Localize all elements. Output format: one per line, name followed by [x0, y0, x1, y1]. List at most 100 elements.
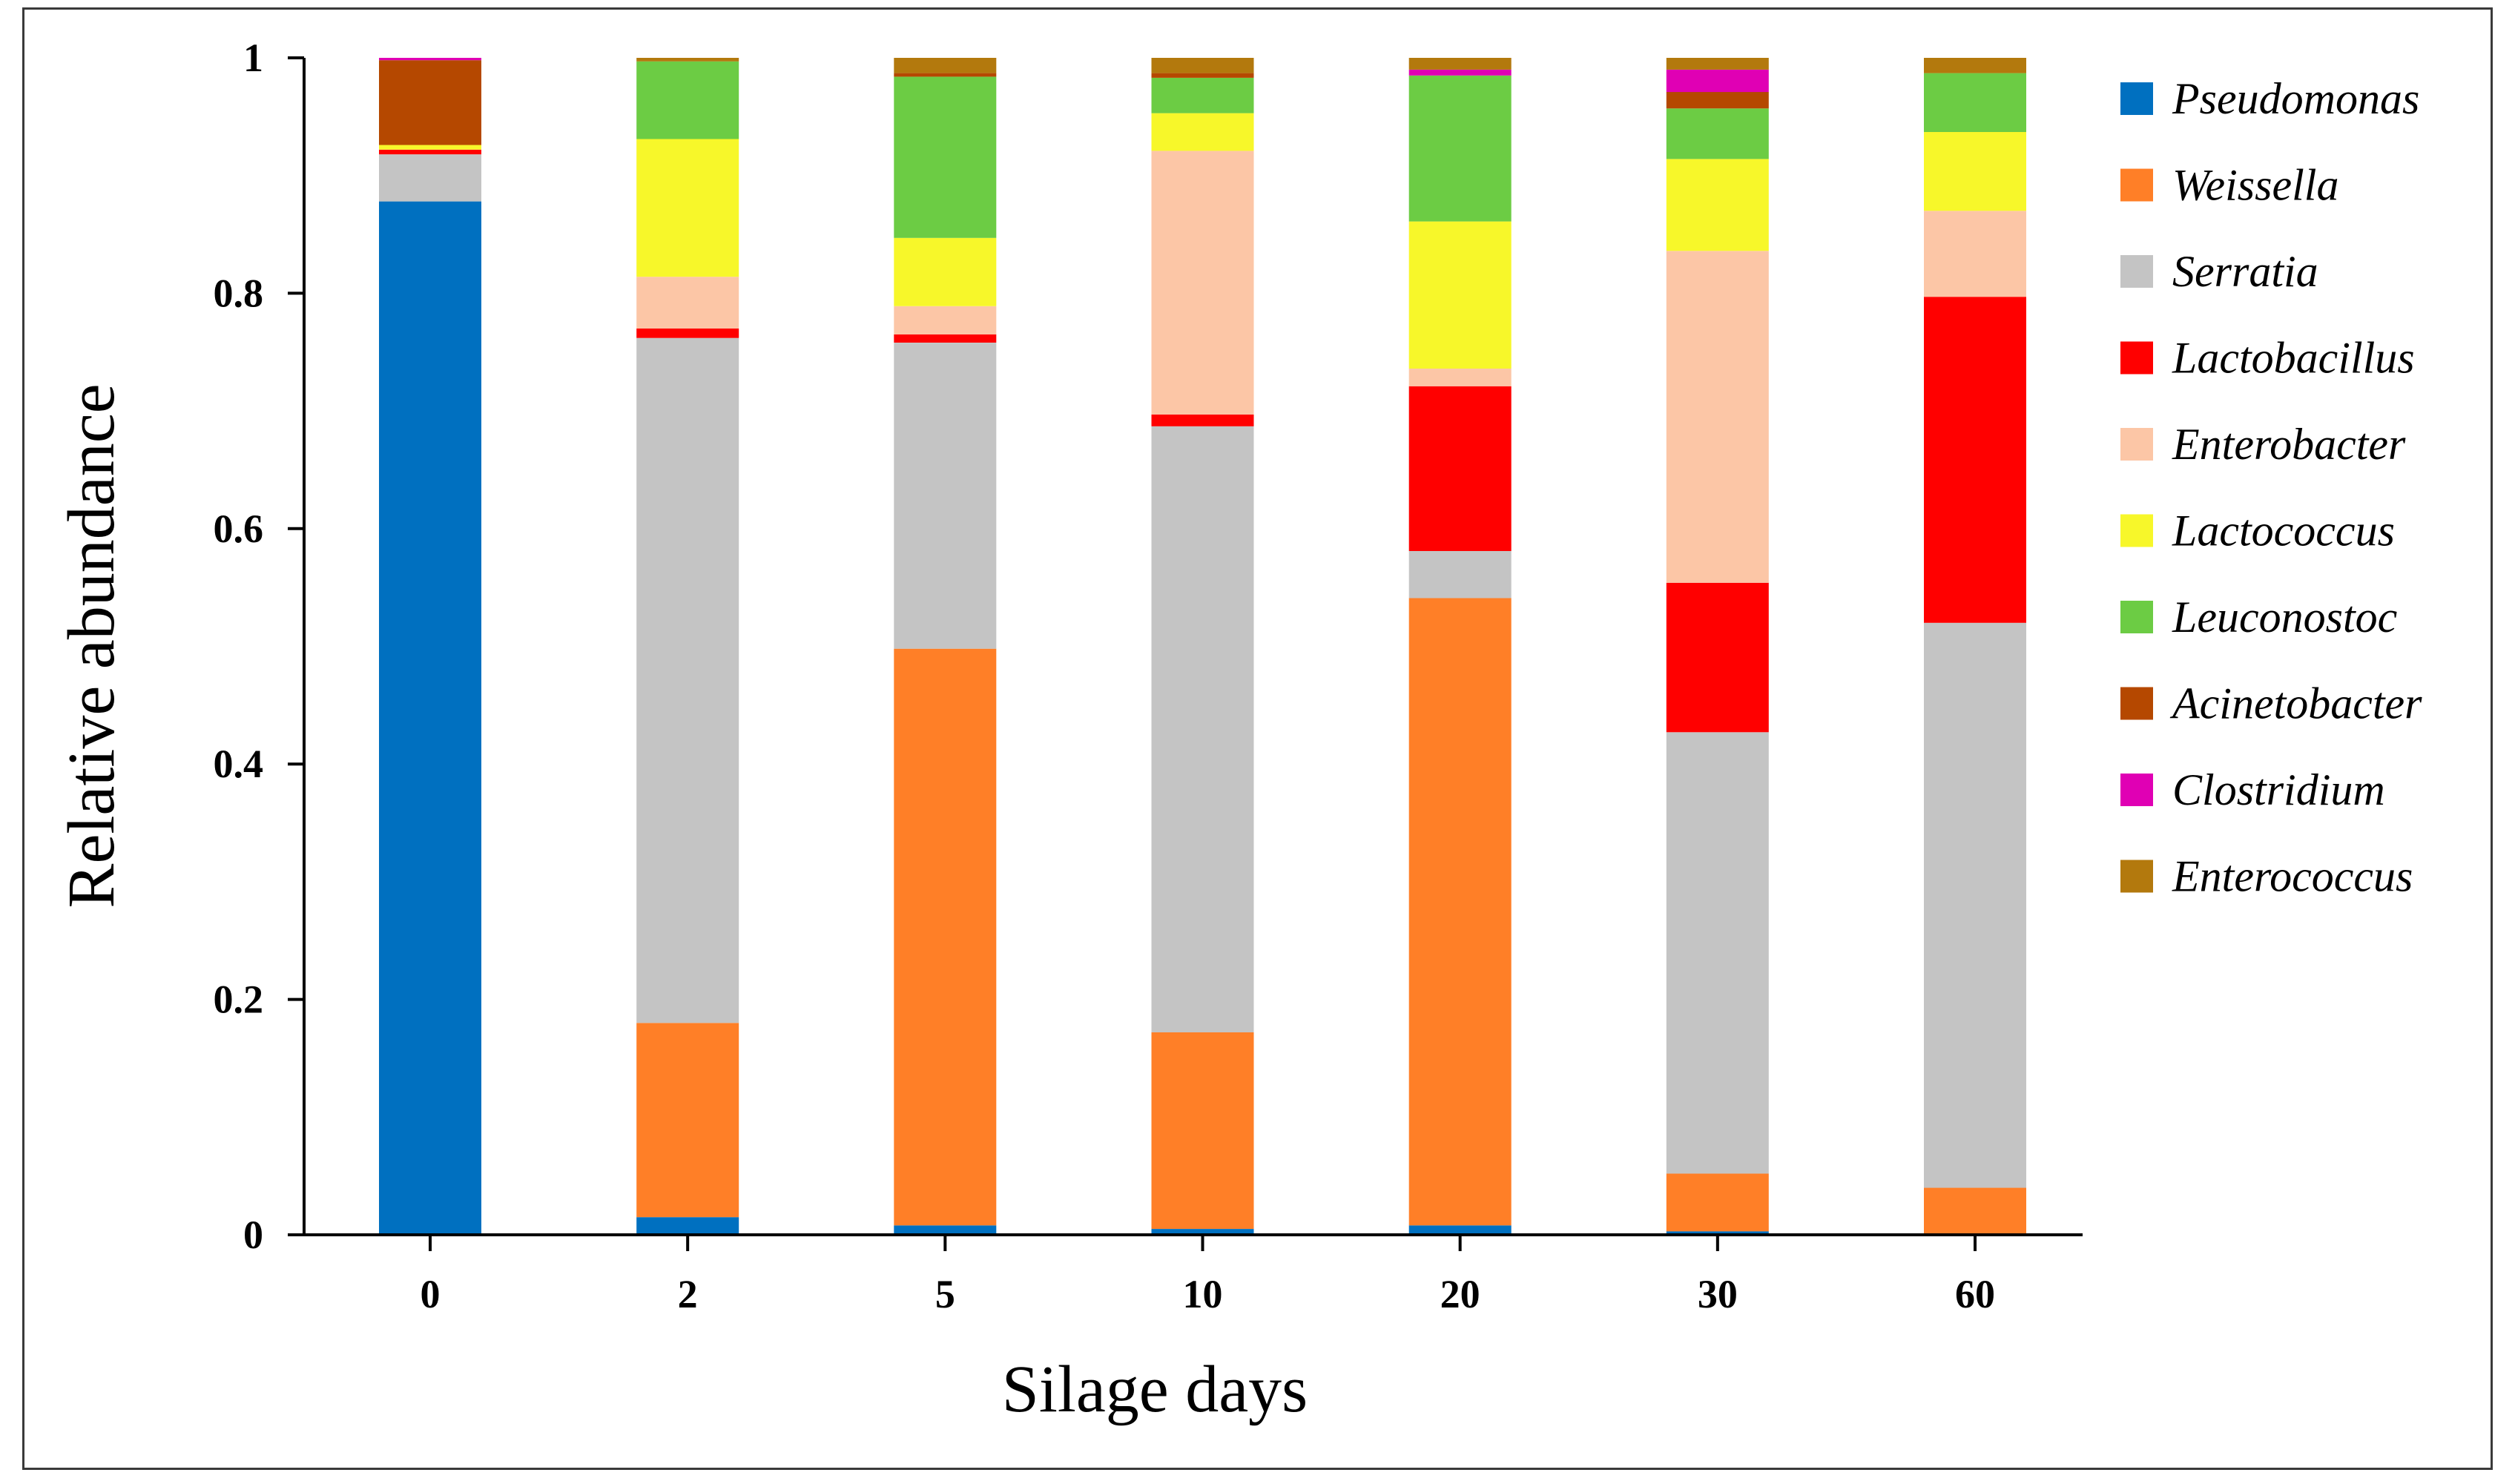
bar-segment-leuconostoc-day-10 [1151, 78, 1254, 113]
legend-swatch-clostridium [2120, 774, 2153, 806]
bar-segment-leuconostoc-day-30 [1666, 108, 1769, 159]
x-tick-label: 10 [1183, 1272, 1223, 1316]
legend-label-lactococcus: Lactococcus [2172, 507, 2395, 555]
axes-layer [303, 58, 2083, 1236]
legend-swatch-lactococcus [2120, 514, 2153, 547]
bar-segment-enterococcus-day-60 [1924, 58, 2026, 73]
bar-segment-leuconostoc-day-2 [636, 61, 739, 139]
bar-segment-serratia-day-0 [379, 154, 481, 202]
bar-segment-enterobacter-day-20 [1408, 369, 1512, 386]
x-tick-label: 30 [1698, 1272, 1738, 1316]
x-tick-label: 0 [421, 1272, 441, 1316]
bar-segment-acinetobacter-day-30 [1666, 92, 1769, 109]
bar-segment-pseudomonas-day-2 [636, 1217, 739, 1235]
legend-label-enterococcus: Enterococcus [2172, 852, 2413, 901]
legend-label-pseudomonas: Pseudomonas [2172, 74, 2419, 123]
legend-swatch-weissella [2120, 168, 2153, 202]
x-axis-title: Silage days [1002, 1353, 1308, 1426]
bar-segment-clostridium-day-20 [1408, 69, 1512, 76]
bar-segment-lactococcus-day-2 [636, 139, 739, 277]
y-ticks: 0 0.2 0.4 0.6 0.8 1 [214, 36, 304, 1257]
bar-segment-enterobacter-day-30 [1666, 251, 1769, 583]
bar-segment-weissella-day-2 [636, 1023, 739, 1218]
bar-segment-enterococcus-day-5 [894, 58, 997, 73]
bar-segment-pseudomonas-day-5 [894, 1225, 997, 1235]
legend: Pseudomonas Weissella Serratia Lactobacillu… [2120, 74, 2422, 901]
legend-swatch-lactobacillus [2120, 341, 2153, 375]
bar-segment-weissella-day-20 [1408, 598, 1512, 1226]
bar-segment-enterobacter-day-5 [894, 306, 997, 334]
bar-segment-pseudomonas-day-10 [1151, 1229, 1254, 1235]
x-tick-label: 5 [935, 1272, 955, 1316]
bar-segment-lactococcus-day-30 [1666, 159, 1769, 251]
bar-segment-leuconostoc-day-20 [1408, 75, 1512, 222]
x-tick-label: 20 [1440, 1272, 1480, 1316]
bar-segment-leuconostoc-day-5 [894, 76, 997, 238]
bar-segment-acinetobacter-day-10 [1151, 73, 1254, 78]
y-tick-label: 0.6 [214, 507, 264, 551]
y-tick-label: 0 [243, 1213, 263, 1257]
y-tick-label: 0.8 [214, 271, 264, 315]
x-tick-label: 2 [678, 1272, 698, 1316]
bar-segment-enterococcus-day-2 [636, 58, 739, 62]
legend-label-leuconostoc: Leuconostoc [2172, 593, 2397, 642]
chart-frame: 0 0.2 0.4 0.6 0.8 1 0 2 5 10 20 30 60 Silage days R… [22, 7, 2493, 1470]
legend-swatch-enterobacter [2120, 428, 2153, 461]
legend-swatch-leuconostoc [2120, 601, 2153, 633]
legend-swatch-serratia [2120, 255, 2153, 288]
x-ticks: 0 2 5 10 20 30 60 [421, 1235, 1995, 1316]
bar-segment-lactobacillus-day-0 [379, 149, 481, 155]
bar-segment-weissella-day-10 [1151, 1032, 1254, 1229]
bar-segment-acinetobacter-day-0 [379, 60, 481, 145]
legend-label-weissella: Weissella [2172, 161, 2338, 210]
legend-swatch-acinetobacter [2120, 687, 2153, 720]
legend-label-acinetobacter: Acinetobacter [2169, 679, 2422, 728]
bar-segment-serratia-day-2 [636, 337, 739, 1023]
bar-segment-lactobacillus-day-2 [636, 329, 739, 338]
bar-segment-serratia-day-5 [894, 343, 997, 649]
bar-segment-enterococcus-day-30 [1666, 58, 1769, 70]
bar-segment-leuconostoc-day-60 [1924, 73, 2026, 132]
bar-segment-enterobacter-day-2 [636, 277, 739, 329]
bar-segment-lactococcus-day-20 [1408, 221, 1512, 369]
bar-segment-lactobacillus-day-5 [894, 334, 997, 343]
bar-segment-lactococcus-day-60 [1924, 132, 2026, 211]
stacked-bar-chart: 0 0.2 0.4 0.6 0.8 1 0 2 5 10 20 30 60 Silage days R… [55, 36, 2422, 1426]
bar-segment-clostridium-day-0 [379, 58, 481, 61]
legend-swatch-enterococcus [2120, 860, 2153, 893]
y-tick-label: 0.4 [214, 742, 264, 786]
legend-swatch-pseudomonas [2120, 82, 2153, 115]
bar-segment-lactococcus-day-10 [1151, 113, 1254, 151]
bar-segment-pseudomonas-day-0 [379, 201, 481, 1236]
bar-segment-serratia-day-30 [1666, 732, 1769, 1174]
bar-segment-pseudomonas-day-30 [1666, 1231, 1769, 1235]
bar-segment-lactococcus-day-0 [379, 145, 481, 150]
legend-label-clostridium: Clostridium [2172, 765, 2385, 814]
bar-segment-pseudomonas-day-20 [1408, 1225, 1512, 1235]
bar-segment-enterobacter-day-10 [1151, 151, 1254, 415]
bar-segment-lactococcus-day-5 [894, 237, 997, 306]
bar-segment-serratia-day-20 [1408, 551, 1512, 598]
bar-segment-acinetobacter-day-5 [894, 73, 997, 77]
bar-segment-enterococcus-day-10 [1151, 58, 1254, 73]
bar-segment-lactobacillus-day-20 [1408, 386, 1512, 551]
y-axis-title: Relative abundance [55, 383, 128, 908]
y-tick-label: 0.2 [214, 977, 264, 1022]
y-tick-label: 1 [243, 36, 263, 80]
bar-segment-lactobacillus-day-60 [1924, 297, 2026, 623]
bar-segment-weissella-day-60 [1924, 1187, 2026, 1235]
bar-segment-enterobacter-day-60 [1924, 211, 2026, 297]
legend-label-serratia: Serratia [2172, 247, 2318, 296]
legend-label-enterobacter: Enterobacter [2172, 420, 2406, 469]
bar-segment-lactobacillus-day-30 [1666, 582, 1769, 733]
bar-segment-weissella-day-5 [894, 648, 997, 1226]
legend-label-lactobacillus: Lactobacillus [2172, 334, 2415, 383]
bar-segment-weissella-day-30 [1666, 1173, 1769, 1232]
bar-segment-clostridium-day-30 [1666, 69, 1769, 93]
bar-segment-lactobacillus-day-10 [1151, 414, 1254, 426]
bar-segment-serratia-day-10 [1151, 426, 1254, 1032]
x-tick-label: 60 [1955, 1272, 1995, 1316]
bar-segment-enterococcus-day-20 [1408, 58, 1512, 70]
bar-segment-serratia-day-60 [1924, 622, 2026, 1188]
bars-layer [379, 58, 2026, 1236]
